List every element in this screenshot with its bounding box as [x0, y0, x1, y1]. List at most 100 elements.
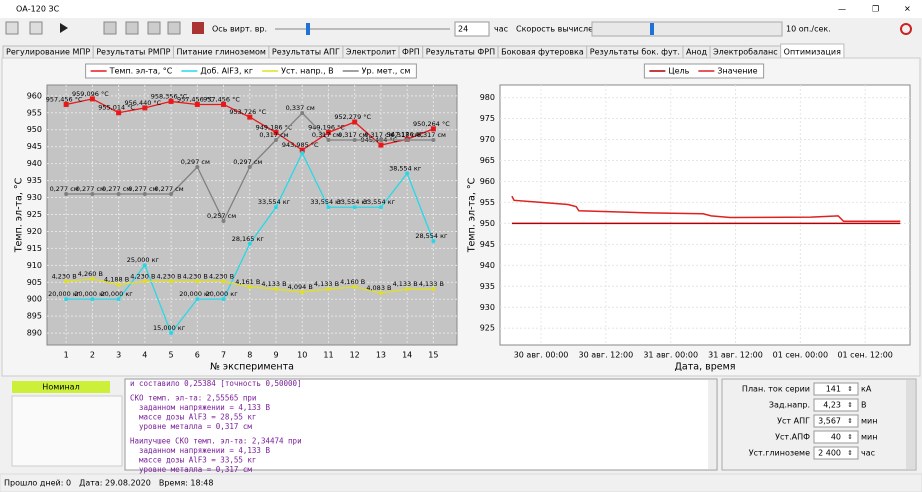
data-label: 953,726 °C: [229, 108, 266, 116]
y-tick-label: 930: [480, 303, 495, 312]
param-input[interactable]: [813, 430, 859, 444]
reset-button[interactable]: [900, 23, 912, 35]
params-scrollbar[interactable]: [906, 380, 915, 469]
point-marker: [247, 165, 252, 169]
data-label: 4,188 В: [104, 276, 129, 284]
y-tick-label: 915: [27, 244, 42, 253]
status-item: Дата: 29.08.2020: [79, 479, 151, 488]
hours-input[interactable]: [454, 21, 490, 37]
legend: Темп. эл-та, °C Доб. AlF3, кг Уст. напр., …: [85, 63, 417, 79]
charts: 8908959009059109159209259309359409459509…: [14, 63, 911, 373]
tool-button[interactable]: [125, 21, 139, 35]
plot-area: [46, 84, 458, 346]
point-marker: [116, 297, 121, 302]
y-tick-label: 955: [27, 108, 42, 117]
param-spinner[interactable]: ⇕: [847, 417, 852, 425]
title-bar: [0, 0, 922, 18]
legend-label: Уст. напр., В: [281, 67, 334, 76]
left-pane: [11, 395, 123, 467]
data-label: 957,456 °C: [46, 95, 83, 103]
tab-label: Электролит: [346, 48, 396, 57]
data-label: 0,317 см: [259, 131, 288, 139]
param-label: Уст.АПФ: [775, 433, 810, 442]
data-label: 4,260 В: [78, 270, 103, 278]
data-label: 957,456 °C: [177, 95, 214, 103]
point-marker: [274, 138, 279, 142]
param-unit: В: [861, 401, 867, 410]
series-line: [511, 195, 901, 223]
point-marker: [378, 138, 383, 142]
param-input[interactable]: [813, 414, 859, 428]
param-spinner[interactable]: ⇕: [847, 433, 852, 441]
point-marker: [273, 130, 279, 136]
point-marker: [116, 192, 121, 196]
tool-button[interactable]: [192, 22, 204, 34]
log-line: массе дозы AlF3 = 28,55 кг: [130, 413, 256, 422]
play-button[interactable]: [60, 23, 68, 33]
data-label: 4,094 В: [288, 283, 313, 291]
data-label: 0,337 см: [286, 104, 315, 112]
param-spinner[interactable]: ⇕: [847, 449, 852, 457]
tool-button[interactable]: [103, 21, 117, 35]
slider-thumb[interactable]: [650, 23, 654, 35]
status-indicator: [12, 381, 110, 393]
point-marker: [221, 219, 226, 223]
y-tick-label: 950: [27, 125, 42, 134]
tool-button[interactable]: [29, 21, 43, 35]
data-label: 943,985 °C: [282, 141, 319, 149]
param-input[interactable]: [813, 398, 859, 412]
speed-slider[interactable]: [591, 21, 783, 37]
data-label: 33,554 кг: [363, 198, 396, 206]
y-tick-label: 945: [480, 240, 495, 249]
point-marker: [142, 263, 147, 268]
data-label: 20,000 кг: [205, 290, 238, 298]
slider-thumb[interactable]: [306, 23, 310, 35]
point-marker: [326, 287, 331, 292]
tool-button[interactable]: [5, 21, 19, 35]
point-marker: [194, 101, 200, 107]
param-label: План. ток серии: [742, 385, 810, 394]
data-label: 958,356 °C: [151, 92, 188, 100]
point-marker: [247, 114, 253, 120]
point-marker: [405, 138, 410, 142]
param-input[interactable]: [813, 382, 859, 396]
tool-button[interactable]: [167, 21, 181, 35]
tool-button[interactable]: [147, 21, 161, 35]
data-label: 0,317 см: [391, 131, 420, 139]
param-spinner[interactable]: ⇕: [847, 401, 852, 409]
y-tick-label: 965: [480, 156, 495, 165]
y-tick-label: 895: [27, 312, 42, 321]
minimize-button[interactable]: —: [838, 5, 846, 14]
x-tick-label: 30 авг. 12:00: [579, 351, 634, 360]
speed-label: Скорость вычислений: [516, 25, 609, 34]
tab-label: Анод: [686, 48, 708, 57]
tab-label: Электробаланс: [713, 48, 778, 57]
data-label: 28,165 кг: [232, 235, 265, 243]
close-button[interactable]: ✕: [904, 5, 911, 14]
log-scrollbar[interactable]: [708, 380, 716, 469]
data-label: 956,440 °C: [124, 99, 161, 107]
x-tick-label: 12: [350, 351, 360, 360]
param-input[interactable]: [813, 446, 859, 460]
param-unit: час: [861, 449, 875, 458]
data-label: 0,277 см: [50, 185, 79, 193]
legend-label: Цель: [668, 67, 689, 76]
x-tick-label: 31 авг. 12:00: [708, 351, 763, 360]
y-axis-label: Темп. эл-та, °C: [467, 177, 478, 253]
data-label: 4,133 В: [393, 280, 418, 288]
maximize-button[interactable]: ❐: [872, 5, 879, 14]
param-label: Уст АПГ: [777, 417, 810, 426]
data-label: 4,133 В: [419, 280, 444, 288]
x-tick-label: 15: [428, 351, 438, 360]
point-marker: [169, 279, 174, 284]
data-label: 955,014 °C: [98, 104, 135, 112]
data-label: 33,554 кг: [310, 198, 343, 206]
y-tick-label: 920: [27, 227, 42, 236]
param-value: 3,567: [818, 417, 841, 426]
y-tick-label: 925: [27, 210, 42, 219]
data-label: 25,000 кг: [127, 256, 160, 264]
point-marker: [89, 96, 95, 102]
param-spinner[interactable]: ⇕: [847, 385, 852, 393]
y-tick-label: 945: [27, 142, 42, 151]
param-value: 40: [831, 433, 841, 442]
